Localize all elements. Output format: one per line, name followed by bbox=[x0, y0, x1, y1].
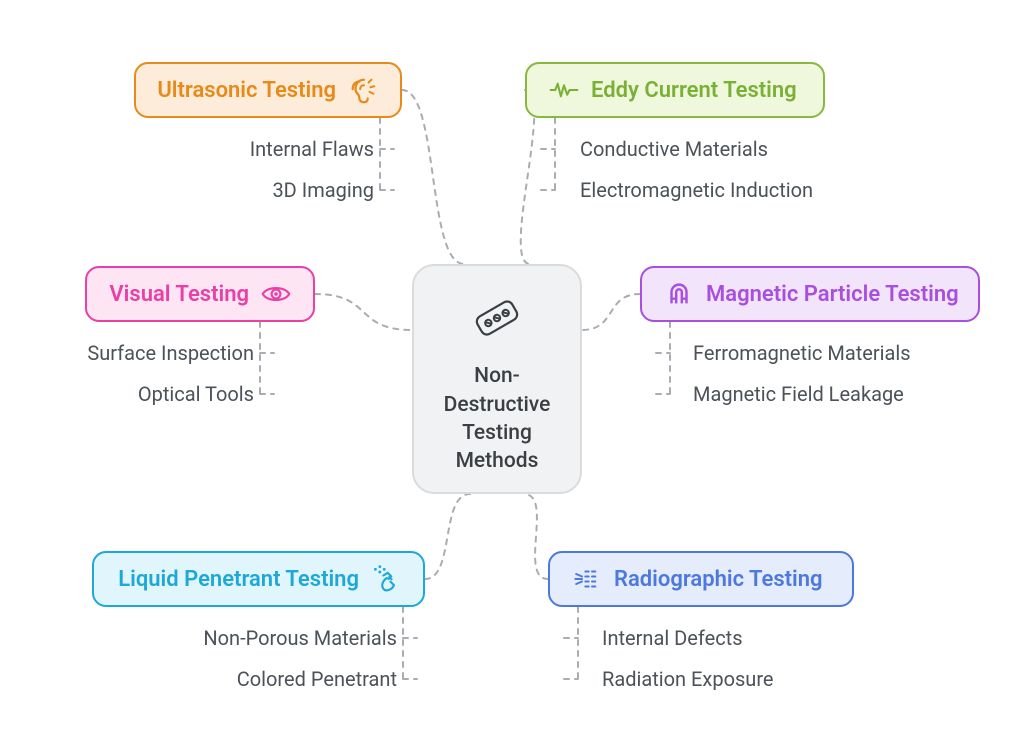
sub-item: Radiation Exposure bbox=[602, 667, 774, 691]
sub-item: Optical Tools bbox=[138, 382, 254, 406]
branch-magnetic: Magnetic Particle Testing bbox=[640, 266, 980, 322]
center-title: Non-DestructiveTestingMethods bbox=[444, 362, 551, 475]
branch-label: Radiographic Testing bbox=[614, 567, 823, 592]
branch-label: Eddy Current Testing bbox=[591, 78, 797, 103]
branch-label: Visual Testing bbox=[109, 282, 249, 307]
center-node: Non-DestructiveTestingMethods bbox=[412, 264, 582, 494]
spray-icon bbox=[371, 564, 401, 594]
sub-item: Conductive Materials bbox=[580, 137, 768, 161]
branch-label: Liquid Penetrant Testing bbox=[118, 567, 359, 592]
branch-eddy: Eddy Current Testing bbox=[525, 62, 825, 118]
sub-item: Surface Inspection bbox=[87, 341, 254, 365]
sub-item: Ferromagnetic Materials bbox=[693, 341, 911, 365]
sub-item: Non-Porous Materials bbox=[203, 626, 397, 650]
rays-icon bbox=[572, 564, 602, 594]
diagram-stage: { "canvas": { "width": 1024, "height": 7… bbox=[0, 0, 1024, 754]
pulse-icon bbox=[549, 75, 579, 105]
sub-item: Colored Penetrant bbox=[237, 667, 397, 691]
magnet-icon bbox=[664, 279, 694, 309]
branch-label: Magnetic Particle Testing bbox=[706, 282, 959, 307]
sub-item: Internal Flaws bbox=[250, 137, 374, 161]
ear-icon bbox=[348, 75, 378, 105]
sub-item: 3D Imaging bbox=[272, 178, 374, 202]
branch-ultrasonic: Ultrasonic Testing bbox=[134, 62, 402, 118]
sub-item: Internal Defects bbox=[602, 626, 743, 650]
branch-radiographic: Radiographic Testing bbox=[548, 551, 854, 607]
branch-visual: Visual Testing bbox=[85, 266, 315, 322]
diag-bar-icon bbox=[465, 286, 529, 350]
branch-label: Ultrasonic Testing bbox=[157, 78, 336, 103]
branch-liquid: Liquid Penetrant Testing bbox=[92, 551, 425, 607]
eye-icon bbox=[261, 279, 291, 309]
sub-item: Magnetic Field Leakage bbox=[693, 382, 904, 406]
sub-item: Electromagnetic Induction bbox=[580, 178, 813, 202]
